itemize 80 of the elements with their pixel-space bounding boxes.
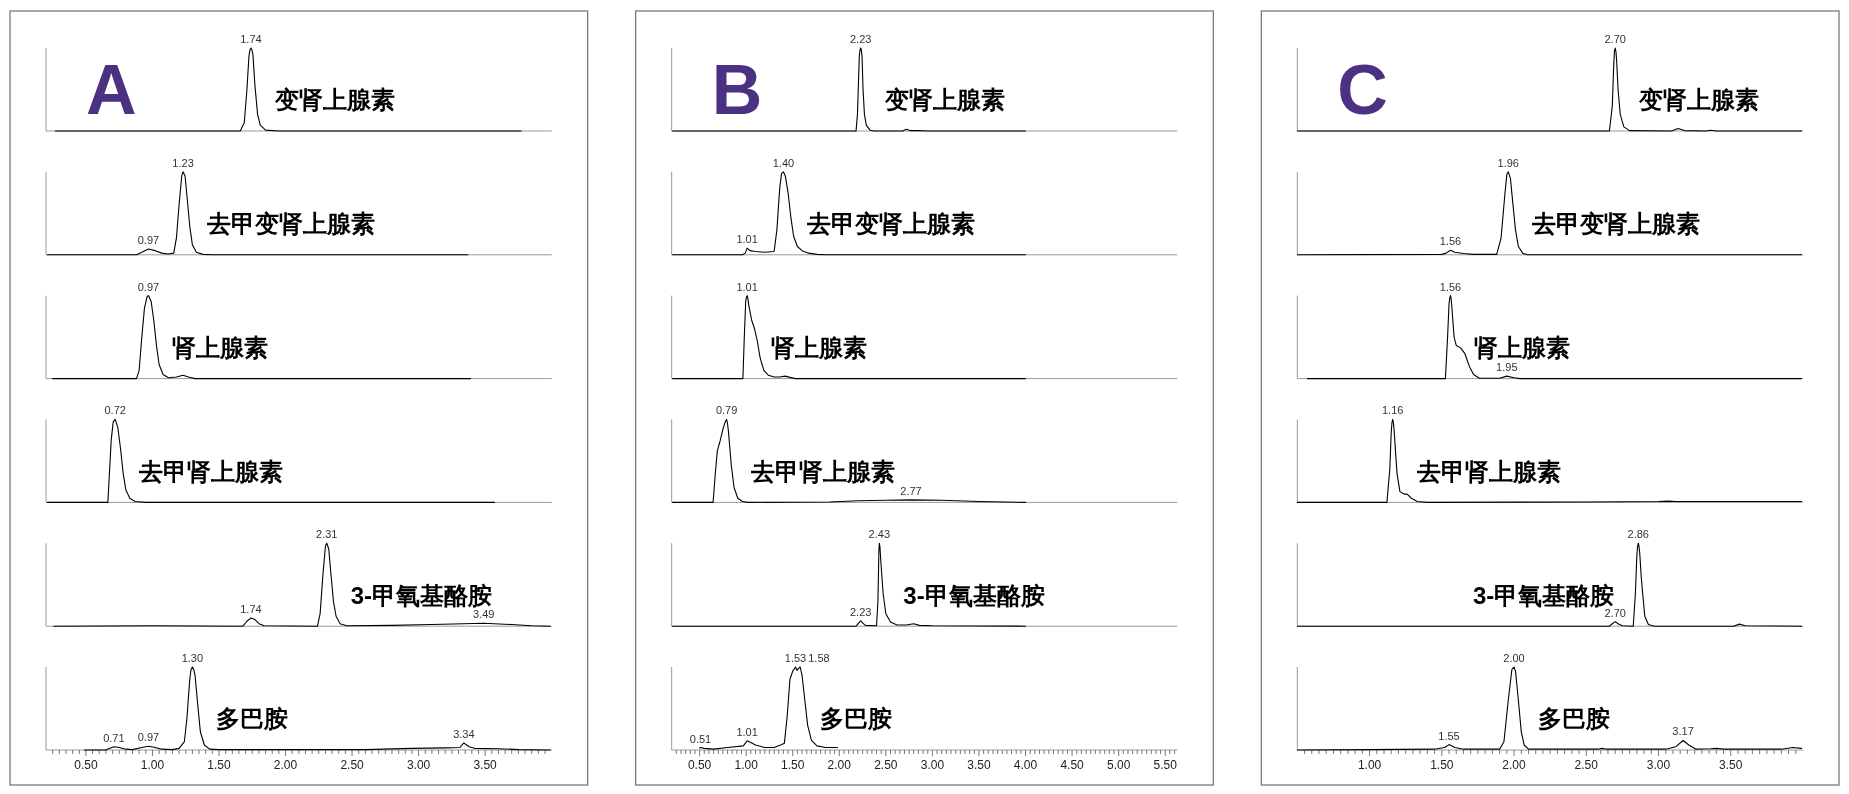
annotation: 1.53 (784, 652, 807, 664)
annotation: 1.95 (1496, 361, 1518, 374)
chart-title: A (86, 51, 137, 129)
chart-title: C (1337, 51, 1388, 129)
annotation: 2.00 (1503, 652, 1525, 664)
x-tick-label: 2.00 (827, 758, 852, 772)
annotation: 1.01 (736, 233, 758, 246)
series-label: 多巴胺 (1538, 705, 1611, 733)
x-tick-label: 2.50 (874, 758, 898, 772)
annotation: 1.56 (1439, 280, 1462, 293)
x-tick-label: 4.50 (1060, 758, 1085, 772)
x-tick-label: 5.00 (1106, 758, 1131, 772)
series-label: 去甲变肾上腺素 (206, 210, 376, 238)
series-label: 肾上腺素 (771, 334, 868, 362)
series-label: 去甲变肾上腺素 (1531, 210, 1701, 238)
annotation: 2.23 (850, 33, 872, 45)
annotation: 0.51 (689, 732, 712, 745)
annotation: 2.86 (1627, 528, 1650, 541)
x-tick-label: 1.50 (207, 758, 231, 772)
series-label: 肾上腺素 (172, 334, 269, 362)
series-label: 多巴胺 (216, 705, 289, 733)
series-label: 去甲变肾上腺素 (806, 210, 976, 238)
series-label: 去甲肾上腺素 (138, 457, 284, 485)
x-tick-label: 3.00 (1646, 758, 1671, 772)
annotation: 1.01 (736, 725, 758, 738)
annotation: 1.23 (172, 156, 194, 169)
x-tick-label: 2.00 (1502, 758, 1527, 772)
x-tick-label: 1.00 (1357, 758, 1382, 772)
annotation: 0.97 (137, 233, 160, 246)
x-tick-label: 2.00 (273, 758, 298, 772)
annotation: 1.55 (1438, 729, 1460, 742)
x-tick-label: 0.50 (687, 758, 712, 772)
annotation: 1.74 (240, 602, 262, 615)
series-label: 多巴胺 (819, 705, 892, 733)
annotation: 3.49 (473, 608, 495, 621)
series-label: 去甲肾上腺素 (1415, 457, 1561, 485)
annotation: 1.56 (1439, 235, 1462, 248)
x-tick-label: 3.00 (406, 758, 431, 772)
annotation: 0.97 (137, 280, 160, 293)
x-tick-label: 1.50 (781, 758, 805, 772)
annotation: 0.97 (137, 731, 160, 744)
annotation: 1.16 (1381, 404, 1404, 417)
x-tick-label: 1.50 (1430, 758, 1454, 772)
annotation: 1.96 (1497, 156, 1519, 169)
x-tick-label: 1.00 (140, 758, 165, 772)
annotation: 1.30 (181, 652, 204, 664)
x-tick-label: 5.50 (1153, 758, 1178, 772)
annotation: 2.31 (316, 528, 338, 541)
series-label: 变肾上腺素 (273, 86, 395, 114)
series-label: 3-甲氧基酪胺 (350, 581, 493, 609)
annotation: 2.43 (868, 528, 891, 541)
x-tick-label: 4.00 (1013, 758, 1038, 772)
x-tick-label: 2.50 (1574, 758, 1599, 772)
annotation: 1.58 (808, 652, 830, 664)
annotation: 2.23 (850, 605, 872, 618)
series-label: 变肾上腺素 (1638, 86, 1760, 114)
x-tick-label: 1.00 (734, 758, 759, 772)
annotation: 0.71 (103, 731, 125, 744)
annotation: 2.70 (1604, 606, 1626, 619)
annotation: 0.72 (104, 404, 126, 417)
annotation: 2.70 (1604, 33, 1626, 45)
series-label: 3-甲氧基酪胺 (1472, 581, 1615, 609)
series-label: 去甲肾上腺素 (749, 457, 895, 485)
annotation: 3.17 (1672, 725, 1694, 738)
series-label: 变肾上腺素 (883, 86, 1005, 114)
annotation: 0.79 (715, 404, 738, 417)
annotation: 1.40 (772, 156, 795, 169)
chart-title: B (711, 51, 763, 129)
x-tick-label: 3.50 (967, 758, 991, 772)
annotation: 3.34 (453, 727, 475, 740)
x-tick-label: 2.50 (340, 758, 365, 772)
x-tick-label: 0.50 (74, 758, 98, 772)
x-tick-label: 3.50 (1719, 758, 1743, 772)
series-label: 肾上腺素 (1474, 334, 1571, 362)
annotation: 2.77 (900, 484, 922, 497)
series-label: 3-甲氧基酪胺 (903, 581, 1045, 609)
x-tick-label: 3.50 (473, 758, 498, 772)
annotation: 1.74 (240, 33, 262, 45)
annotation: 1.01 (736, 280, 758, 293)
x-tick-label: 3.00 (920, 758, 945, 772)
